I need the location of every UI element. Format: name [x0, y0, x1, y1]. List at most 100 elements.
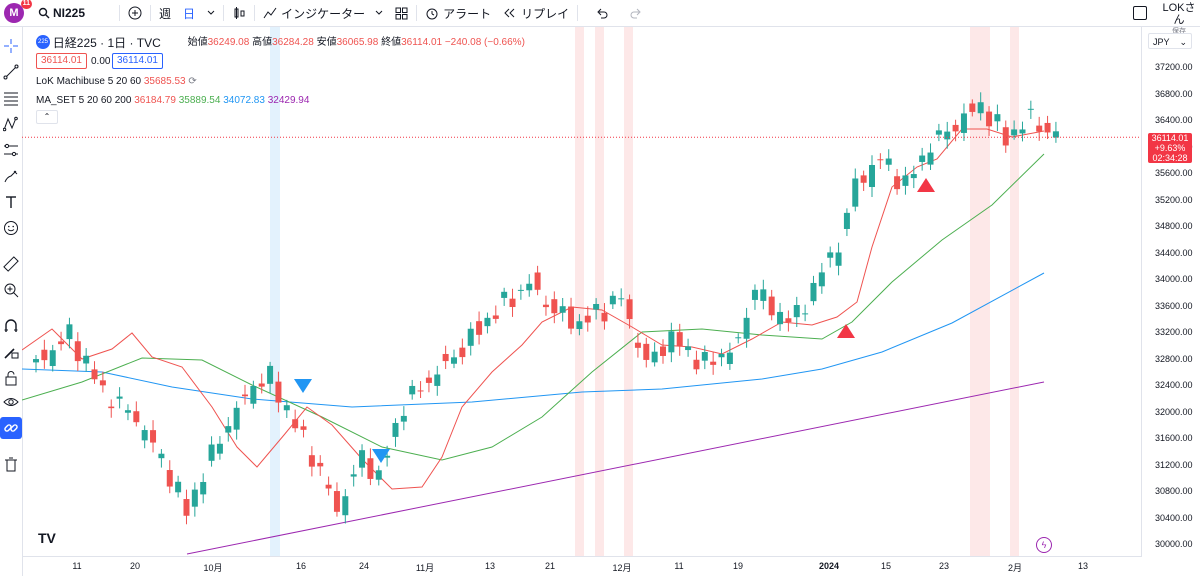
candle-body — [551, 299, 558, 314]
chart-type-button[interactable] — [226, 0, 252, 26]
chevron-up-icon: ⌃ — [43, 112, 51, 121]
candle-body — [559, 306, 566, 313]
candle-body — [141, 430, 148, 441]
candle-body — [191, 489, 198, 507]
y-tick-label: 33200.00 — [1155, 327, 1193, 337]
undo-button[interactable] — [590, 0, 614, 26]
interval-week[interactable]: 週 — [159, 6, 172, 21]
zoom-tool[interactable] — [0, 279, 22, 301]
candle-body — [986, 111, 993, 127]
candle-body — [392, 422, 399, 437]
symbol-search[interactable]: NI225 — [32, 0, 91, 26]
candle-body — [852, 178, 859, 207]
trendline-tool[interactable] — [0, 61, 22, 83]
interval-day[interactable]: 日 — [183, 6, 196, 21]
candle-body — [267, 365, 274, 384]
candle-body — [634, 342, 641, 348]
candle-body — [74, 341, 81, 362]
checkbox-icon[interactable] — [1133, 6, 1147, 20]
last-price-label: 36114.01 +9.63% 02:34:28 — [1148, 133, 1192, 163]
compare-button[interactable] — [122, 0, 148, 26]
low-value: 36065.98 — [336, 37, 379, 48]
replay-label: リプレイ — [521, 6, 570, 21]
ruler-tool[interactable] — [0, 253, 22, 275]
fib-tool[interactable] — [0, 87, 22, 109]
brush-icon — [4, 170, 18, 183]
candle-body — [710, 361, 717, 365]
ask-price[interactable]: 36114.01 — [112, 53, 163, 69]
candle-body — [718, 353, 725, 358]
candle-body — [1027, 108, 1034, 110]
indicator-ma-set[interactable]: MA_SET 5 20 60 200 36184.79 35889.54 340… — [36, 95, 309, 106]
tradingview-logo[interactable]: TV — [38, 530, 56, 546]
candle-body — [994, 114, 1001, 122]
symbol-name: NI225 — [53, 6, 86, 20]
text-tool[interactable] — [0, 191, 22, 213]
candle-body — [350, 474, 357, 477]
x-tick-label: 15 — [880, 561, 892, 571]
hide-tool[interactable] — [0, 391, 22, 413]
x-tick-label: 12月 — [612, 563, 632, 573]
candle-body — [83, 355, 90, 364]
eye-icon — [3, 398, 19, 406]
crosshair-tool[interactable] — [0, 35, 22, 57]
price-chart[interactable] — [22, 27, 1141, 556]
high-label: 高値 — [252, 37, 273, 48]
candle-body — [1002, 127, 1009, 146]
alert-button[interactable]: アラート — [419, 0, 497, 26]
y-tick-label: 31200.00 — [1155, 459, 1193, 470]
lightning-icon[interactable]: ϟ — [1036, 537, 1052, 553]
candle-body — [1044, 122, 1051, 133]
chevron-down-icon — [207, 10, 215, 15]
interval-dropdown[interactable] — [201, 0, 221, 26]
candle-body — [66, 324, 73, 340]
magnet-tool[interactable] — [0, 315, 22, 337]
legend-symbol[interactable]: 日経225 · 1日 · TVC — [52, 35, 161, 50]
indicator-name: LoK Machibuse 5 20 60 — [36, 76, 142, 87]
lock-tool[interactable] — [0, 367, 22, 389]
brush-tool[interactable] — [0, 165, 22, 187]
redo-icon — [630, 8, 641, 19]
forecast-tool[interactable] — [0, 139, 22, 161]
lock-icon — [5, 371, 17, 386]
candle-body — [726, 352, 733, 365]
collapse-legend-button[interactable]: ⌃ — [36, 110, 58, 124]
sell-signal-marker — [294, 379, 312, 393]
emoji-tool[interactable] — [0, 217, 22, 239]
time-axis[interactable]: 11 20 10月 16 24 11月 13 21 12月 11 19 2024 15 23 2月 13 — [22, 556, 1141, 577]
candle-body — [802, 313, 809, 315]
candle-body — [49, 350, 56, 367]
candle-body — [517, 289, 524, 291]
ma200-line — [186, 381, 1045, 555]
layout-button[interactable] — [389, 0, 414, 26]
ma5-line — [22, 128, 1045, 490]
candle-body — [367, 458, 374, 479]
user-avatar[interactable]: M 11 — [4, 0, 32, 23]
symbol-logo-icon: 225 — [36, 35, 50, 50]
y-tick-label: 30800.00 — [1155, 486, 1193, 496]
candle-body — [150, 430, 157, 443]
currency-select[interactable]: JPY ⌄ — [1148, 33, 1192, 49]
delete-tool[interactable] — [0, 453, 22, 475]
y-tick-label: 35200.00 — [1155, 194, 1193, 205]
indicators-button[interactable]: インジケーター — [257, 0, 389, 26]
candles-icon — [234, 7, 245, 19]
candle-body — [735, 337, 742, 339]
redo-button[interactable] — [624, 0, 648, 26]
link-tool[interactable] — [0, 417, 22, 439]
indicator-machibuse[interactable]: LoK Machibuse 5 20 60 35685.53 ⟳ — [36, 76, 197, 87]
stay-drawing-tool[interactable] — [0, 341, 22, 363]
candle-body — [526, 283, 533, 291]
candle-body — [643, 343, 650, 360]
ma-set-name: MA_SET 5 20 60 200 — [36, 95, 132, 106]
pattern-tool[interactable] — [0, 113, 22, 135]
highlight-band — [575, 27, 584, 556]
replay-button[interactable]: リプレイ — [497, 0, 575, 26]
candle-body — [208, 444, 215, 461]
spread-value: 0.00 — [91, 56, 111, 67]
user-menu[interactable]: LOKさん 保存 — [1158, 2, 1200, 38]
candle-body — [651, 351, 658, 363]
candle-body — [969, 103, 976, 112]
bid-price[interactable]: 36114.01 — [36, 53, 87, 69]
price-axis[interactable]: JPY⌄ 37200.0036800.0036400.0036000.00356… — [1141, 27, 1200, 557]
